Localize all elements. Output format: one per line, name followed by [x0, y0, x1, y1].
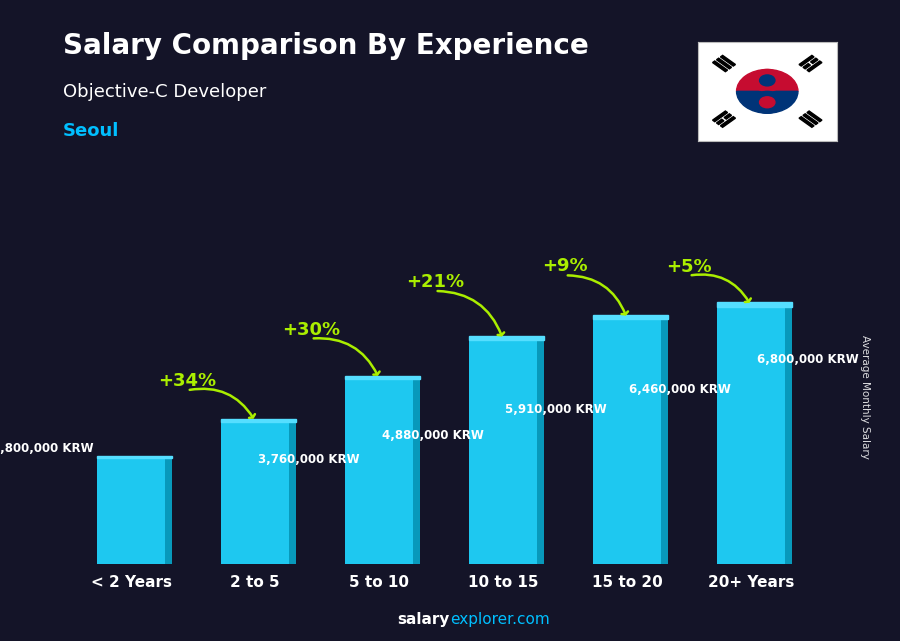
Circle shape: [760, 75, 775, 86]
Text: Average Monthly Salary: Average Monthly Salary: [860, 335, 869, 460]
Text: 5,910,000 KRW: 5,910,000 KRW: [506, 403, 608, 416]
Bar: [716, 119, 724, 124]
Bar: [97, 456, 172, 458]
Bar: [345, 379, 413, 564]
Circle shape: [752, 91, 783, 113]
Bar: [713, 111, 727, 122]
Bar: [803, 63, 810, 69]
Bar: [221, 422, 289, 564]
Bar: [807, 111, 822, 122]
Bar: [593, 319, 661, 564]
Bar: [661, 319, 668, 564]
Bar: [716, 58, 732, 69]
Bar: [469, 340, 537, 564]
Circle shape: [752, 69, 783, 91]
Bar: [469, 336, 544, 340]
Text: +34%: +34%: [158, 372, 216, 390]
Text: +5%: +5%: [666, 258, 712, 276]
Text: salary: salary: [398, 612, 450, 627]
Bar: [593, 315, 668, 319]
Text: Objective-C Developer: Objective-C Developer: [63, 83, 266, 101]
Text: 6,460,000 KRW: 6,460,000 KRW: [629, 383, 732, 396]
Text: +9%: +9%: [542, 257, 588, 276]
Bar: [721, 55, 735, 66]
Bar: [799, 55, 814, 66]
Bar: [811, 58, 818, 63]
Bar: [166, 458, 172, 564]
Bar: [785, 306, 792, 564]
Bar: [97, 458, 166, 564]
Text: Salary Comparison By Experience: Salary Comparison By Experience: [63, 32, 589, 60]
Text: +30%: +30%: [282, 320, 340, 338]
Wedge shape: [736, 69, 798, 91]
Bar: [724, 114, 732, 119]
Bar: [721, 117, 735, 128]
Text: Seoul: Seoul: [63, 122, 120, 140]
Text: 3,760,000 KRW: 3,760,000 KRW: [257, 453, 359, 466]
Text: 2,800,000 KRW: 2,800,000 KRW: [0, 442, 94, 455]
Text: 4,880,000 KRW: 4,880,000 KRW: [382, 429, 483, 442]
Bar: [716, 302, 792, 306]
Bar: [345, 376, 420, 379]
Wedge shape: [736, 91, 798, 113]
Text: explorer.com: explorer.com: [450, 612, 550, 627]
Bar: [221, 419, 296, 422]
Bar: [803, 114, 818, 124]
Bar: [799, 117, 814, 128]
Circle shape: [760, 97, 775, 108]
Bar: [413, 379, 420, 564]
Text: 6,800,000 KRW: 6,800,000 KRW: [757, 353, 859, 366]
Text: +21%: +21%: [406, 273, 464, 291]
Bar: [537, 340, 544, 564]
Bar: [716, 306, 785, 564]
Bar: [807, 61, 822, 72]
Bar: [713, 61, 727, 72]
Bar: [289, 422, 296, 564]
